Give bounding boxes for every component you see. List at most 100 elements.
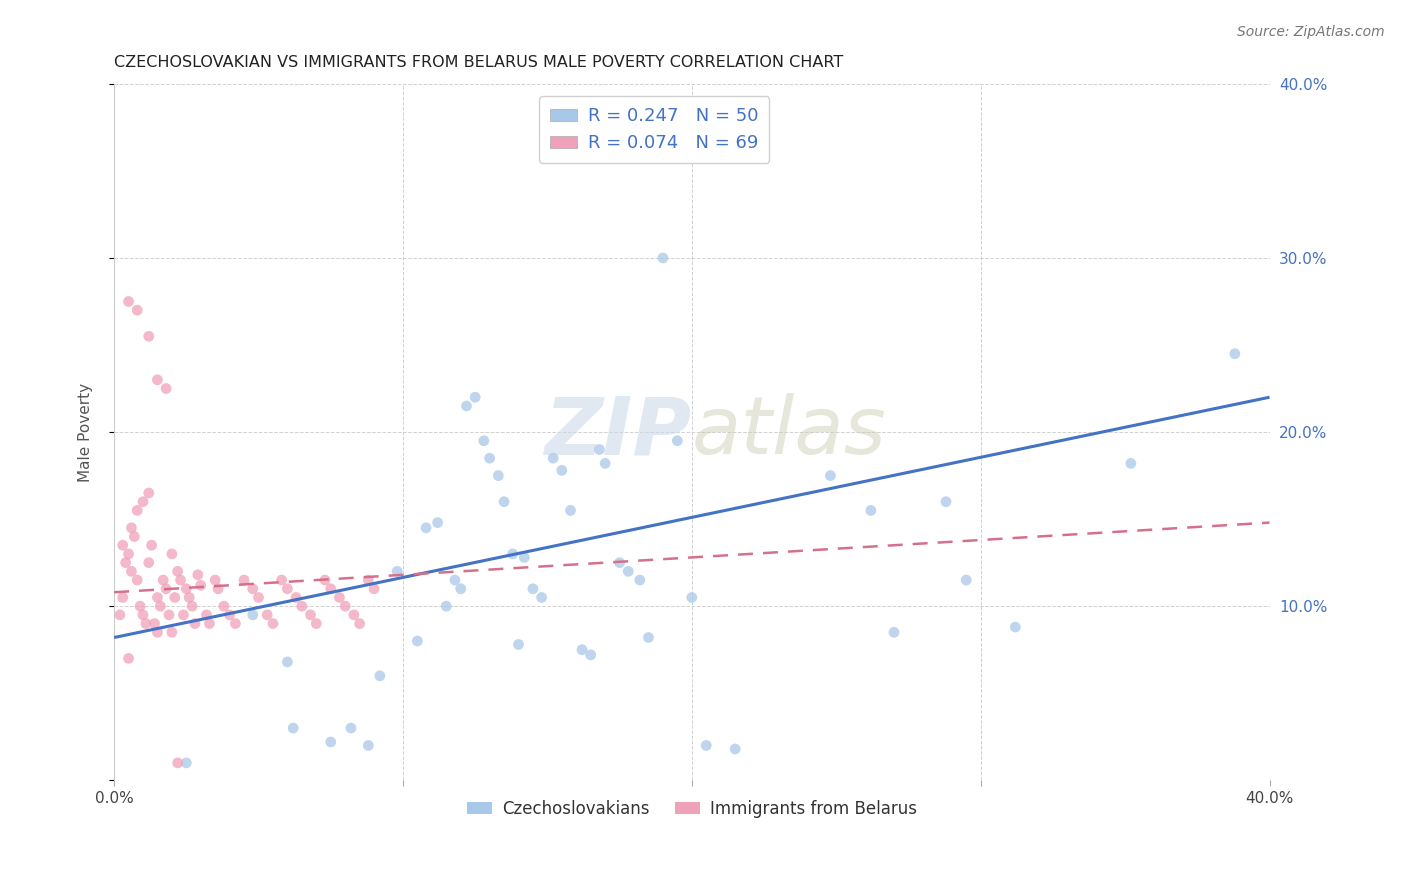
Point — [169, 573, 191, 587]
Point — [152, 573, 174, 587]
Point — [551, 463, 574, 477]
Point — [935, 494, 957, 508]
Point — [179, 591, 201, 605]
Point — [132, 607, 155, 622]
Point — [143, 616, 166, 631]
Point — [111, 591, 134, 605]
Point — [138, 329, 160, 343]
Point — [138, 556, 160, 570]
Point — [190, 578, 212, 592]
Point — [637, 631, 659, 645]
Point — [508, 638, 530, 652]
Point — [695, 739, 717, 753]
Point — [160, 547, 183, 561]
Point — [155, 382, 177, 396]
Point — [291, 599, 314, 614]
Point — [314, 573, 336, 587]
Point — [319, 735, 342, 749]
Point — [502, 547, 524, 561]
Point — [385, 565, 408, 579]
Point — [560, 503, 582, 517]
Text: CZECHOSLOVAKIAN VS IMMIGRANTS FROM BELARUS MALE POVERTY CORRELATION CHART: CZECHOSLOVAKIAN VS IMMIGRANTS FROM BELAR… — [114, 55, 844, 70]
Point — [108, 607, 131, 622]
Point — [124, 529, 146, 543]
Point — [247, 591, 270, 605]
Point — [117, 651, 139, 665]
Point — [579, 648, 602, 662]
Point — [242, 582, 264, 596]
Text: atlas: atlas — [692, 393, 887, 471]
Point — [434, 599, 457, 614]
Point — [859, 503, 882, 517]
Point — [262, 616, 284, 631]
Point — [242, 607, 264, 622]
Point — [160, 625, 183, 640]
Point — [283, 721, 305, 735]
Point — [651, 251, 673, 265]
Point — [285, 591, 308, 605]
Point — [305, 616, 328, 631]
Point — [157, 607, 180, 622]
Point — [426, 516, 449, 530]
Point — [146, 373, 169, 387]
Point — [218, 607, 240, 622]
Point — [204, 573, 226, 587]
Point — [340, 721, 363, 735]
Point — [357, 739, 380, 753]
Point — [207, 582, 229, 596]
Point — [530, 591, 553, 605]
Point — [1119, 457, 1142, 471]
Point — [138, 486, 160, 500]
Point — [486, 468, 509, 483]
Point — [617, 565, 640, 579]
Legend: Czechoslovakians, Immigrants from Belarus: Czechoslovakians, Immigrants from Belaru… — [460, 793, 924, 824]
Point — [513, 550, 536, 565]
Point — [176, 582, 198, 596]
Point — [609, 556, 631, 570]
Point — [319, 582, 342, 596]
Point — [724, 742, 747, 756]
Text: Source: ZipAtlas.com: Source: ZipAtlas.com — [1237, 25, 1385, 39]
Point — [120, 521, 142, 535]
Point — [1223, 347, 1246, 361]
Point — [335, 599, 357, 614]
Point — [117, 547, 139, 561]
Point — [163, 591, 186, 605]
Point — [588, 442, 610, 457]
Point — [1004, 620, 1026, 634]
Point — [166, 565, 188, 579]
Point — [172, 607, 194, 622]
Point — [117, 294, 139, 309]
Point — [129, 599, 152, 614]
Point — [195, 607, 218, 622]
Point — [883, 625, 905, 640]
Point — [343, 607, 366, 622]
Point — [820, 468, 842, 483]
Point — [444, 573, 467, 587]
Point — [270, 573, 292, 587]
Point — [146, 591, 169, 605]
Point — [478, 451, 501, 466]
Text: ZIP: ZIP — [544, 393, 692, 471]
Point — [114, 556, 136, 570]
Point — [181, 599, 204, 614]
Point — [456, 399, 478, 413]
Point — [494, 494, 516, 508]
Point — [141, 538, 163, 552]
Point — [368, 669, 391, 683]
Point — [127, 573, 149, 587]
Point — [955, 573, 977, 587]
Point — [187, 567, 209, 582]
Point — [571, 642, 593, 657]
Point — [522, 582, 544, 596]
Point — [233, 573, 256, 587]
Point — [472, 434, 495, 448]
Point — [149, 599, 172, 614]
Point — [541, 451, 564, 466]
Point — [135, 616, 157, 631]
Y-axis label: Male Poverty: Male Poverty — [79, 383, 93, 482]
Point — [299, 607, 322, 622]
Point — [464, 390, 486, 404]
Point — [406, 634, 429, 648]
Point — [198, 616, 221, 631]
